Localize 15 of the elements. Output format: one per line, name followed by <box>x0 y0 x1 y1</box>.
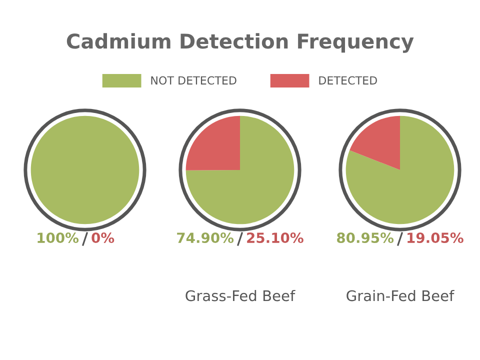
text: 74.90% <box>177 232 234 244</box>
chart-title: Cadmium Detection Frequency <box>66 33 414 53</box>
legend-label: NOT DETECTED <box>151 76 236 85</box>
pie-slice <box>350 116 400 170</box>
pie-slice <box>346 116 454 224</box>
text: 0% <box>92 232 114 244</box>
text: 100% <box>38 232 79 244</box>
text: 19.05% <box>408 232 464 244</box>
text: 80.95% <box>337 232 394 244</box>
legend-label: DETECTED <box>319 76 377 85</box>
pie-slice <box>186 116 294 224</box>
pie-slice <box>186 116 240 170</box>
text: Grain-Fed Beef <box>346 290 454 302</box>
text: 25.10% <box>247 232 304 244</box>
text: Grass-Fed Beef <box>186 290 296 302</box>
